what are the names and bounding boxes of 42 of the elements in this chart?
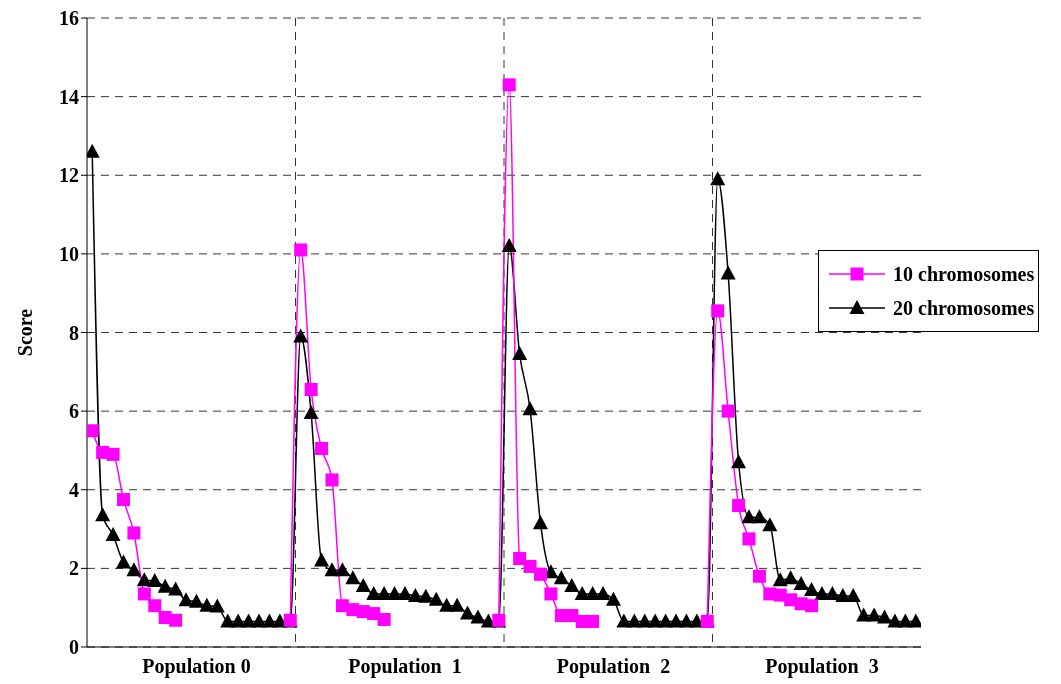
point: [87, 424, 99, 438]
y-tick-label: 2: [69, 557, 79, 580]
y-axis-title: Score: [14, 308, 36, 357]
y-tick-label: 16: [59, 7, 79, 30]
point: [137, 587, 151, 601]
point: [523, 559, 537, 573]
x-tick-label: Population 0: [142, 655, 251, 678]
point: [127, 526, 141, 540]
x-tick-label: Population 3: [765, 655, 879, 678]
y-tick-label: 8: [69, 321, 79, 344]
point: [148, 599, 162, 613]
x-tick-label: Population 1: [348, 655, 462, 678]
point: [377, 612, 391, 626]
point: [294, 243, 308, 257]
y-tick-label: 6: [69, 400, 79, 423]
point: [513, 552, 527, 566]
point: [805, 599, 819, 613]
legend-label: 20 chromosomes: [893, 296, 1035, 320]
point: [367, 607, 381, 621]
point: [315, 441, 329, 455]
point: [752, 569, 766, 583]
point: [169, 613, 183, 627]
y-tick-label: 12: [59, 164, 79, 187]
point: [732, 498, 746, 512]
point: [106, 447, 120, 461]
point: [304, 383, 318, 396]
x-tick-label: Population 2: [556, 655, 671, 678]
point: [721, 404, 735, 418]
y-tick-label: 0: [69, 636, 79, 659]
point: [502, 78, 516, 92]
point: [586, 614, 600, 628]
y-tick-label: 4: [69, 478, 79, 501]
point: [711, 304, 725, 318]
point: [533, 567, 547, 581]
point: [544, 587, 558, 601]
y-tick-label: 14: [59, 85, 79, 108]
point: [325, 473, 339, 487]
y-tick-label: 10: [59, 242, 79, 265]
point: [565, 609, 579, 623]
point: [116, 493, 130, 507]
legend-label: 10 chromosomes: [893, 262, 1035, 286]
point: [742, 532, 756, 546]
